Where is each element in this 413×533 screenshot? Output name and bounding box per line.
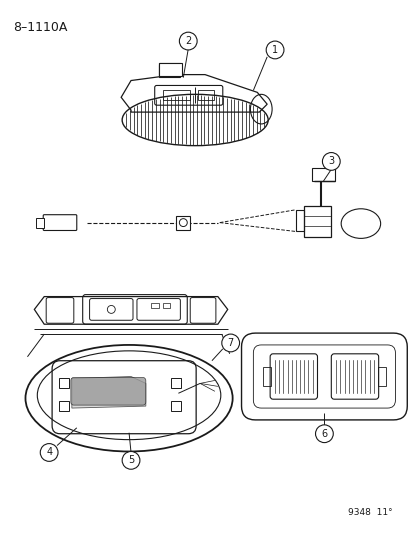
Bar [171,401,181,411]
Circle shape [40,443,58,462]
Text: 2: 2 [185,36,191,46]
Bar [150,303,158,309]
Circle shape [322,152,339,171]
Polygon shape [72,376,145,408]
Circle shape [221,334,239,352]
Bar [36,217,44,228]
Text: 1: 1 [271,45,278,55]
Text: 8–1110A: 8–1110A [13,21,67,34]
Bar [263,367,271,386]
Bar [171,378,181,389]
Circle shape [179,32,197,50]
FancyBboxPatch shape [158,63,182,76]
FancyBboxPatch shape [43,215,76,230]
Text: 4: 4 [46,448,52,457]
Bar [377,367,385,386]
Text: 3: 3 [328,156,334,166]
Text: 9348  11°: 9348 11° [347,507,392,516]
Bar [295,210,303,231]
Bar [198,91,214,100]
Bar [59,401,69,411]
Bar [303,206,330,237]
Bar [311,168,335,181]
Bar [59,378,69,389]
Circle shape [315,425,332,442]
Circle shape [122,451,140,469]
Text: 7: 7 [227,338,233,348]
Circle shape [266,41,283,59]
Text: 5: 5 [128,455,134,465]
Text: 6: 6 [320,429,327,439]
Bar [162,91,190,100]
Bar [176,216,190,230]
FancyBboxPatch shape [71,377,145,405]
Bar [162,303,170,309]
